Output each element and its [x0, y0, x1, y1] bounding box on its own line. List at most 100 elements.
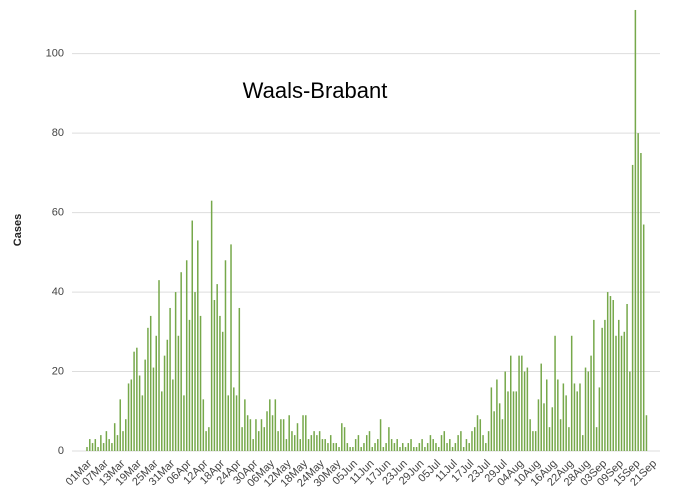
y-tick-label: 40: [52, 286, 64, 298]
bar: [125, 419, 127, 451]
bar: [108, 439, 110, 451]
bar: [86, 447, 88, 451]
bar: [138, 375, 141, 451]
bar: [163, 355, 166, 451]
bar: [396, 439, 398, 451]
bar: [618, 319, 620, 451]
bar: [485, 443, 487, 451]
bar: [221, 331, 224, 451]
bar: [462, 447, 465, 451]
bar: [432, 439, 434, 451]
chart-title: Waals-Brabant: [243, 78, 388, 103]
bar: [230, 244, 232, 451]
bar: [576, 391, 578, 451]
bar: [568, 427, 570, 451]
bar: [410, 439, 412, 451]
bar: [424, 447, 426, 451]
bar: [216, 284, 218, 451]
bar: [102, 443, 105, 451]
bar: [136, 347, 138, 451]
bar: [313, 431, 315, 451]
bar: [593, 319, 595, 451]
bar: [415, 447, 418, 451]
bar: [382, 447, 385, 451]
y-tick-label: 0: [58, 445, 64, 457]
bar: [208, 427, 210, 451]
bar: [357, 435, 360, 451]
bar: [515, 391, 518, 451]
bar: [346, 443, 349, 451]
bar: [623, 331, 626, 451]
bar: [122, 431, 124, 451]
bar: [280, 419, 282, 451]
bar: [194, 292, 196, 451]
bar: [147, 327, 149, 451]
bar: [496, 379, 498, 451]
bar: [526, 367, 529, 451]
bar: [404, 447, 407, 451]
bar: [105, 431, 108, 451]
bar: [629, 371, 631, 451]
bar: [615, 335, 617, 451]
bar: [263, 427, 266, 451]
bar: [277, 431, 279, 451]
bar: [587, 371, 590, 451]
bar: [354, 439, 357, 451]
bar: [637, 133, 639, 451]
bar: [612, 300, 614, 451]
bar: [507, 391, 509, 451]
bar: [565, 395, 567, 451]
bar: [91, 443, 94, 451]
bar: [368, 431, 371, 451]
bar: [360, 447, 362, 451]
bar: [401, 443, 404, 451]
bar: [332, 443, 335, 451]
bar: [343, 427, 346, 451]
bar: [327, 443, 329, 451]
bar: [537, 399, 540, 451]
bar: [202, 399, 205, 451]
bar: [161, 391, 163, 451]
bar: [498, 403, 501, 451]
bar: [377, 439, 379, 451]
bar: [341, 423, 343, 451]
bar: [595, 427, 598, 451]
bar: [213, 300, 216, 451]
bar: [94, 439, 97, 451]
bar: [573, 383, 576, 451]
bar: [476, 415, 479, 451]
bar: [609, 296, 612, 451]
bar: [329, 435, 332, 451]
bar: [493, 411, 495, 451]
bar: [388, 427, 390, 451]
bar: [191, 220, 193, 451]
bar: [407, 443, 410, 451]
bar: [468, 443, 470, 451]
bar: [634, 9, 637, 452]
bar: [293, 435, 296, 451]
bar: [144, 359, 146, 451]
bar: [260, 419, 263, 451]
bar: [271, 415, 274, 451]
bar: [449, 439, 451, 451]
bar: [534, 431, 537, 451]
bar: [241, 427, 243, 451]
bar: [130, 379, 133, 451]
bar: [426, 443, 429, 451]
bar: [529, 419, 531, 451]
bar: [111, 443, 113, 451]
y-tick-label: 60: [52, 207, 64, 219]
bar: [490, 387, 493, 451]
bar: [89, 439, 91, 451]
bar: [521, 355, 523, 451]
bar: [141, 395, 144, 451]
bar: [183, 395, 185, 451]
bar: [543, 403, 545, 451]
bar: [274, 399, 277, 451]
bar: [127, 383, 130, 451]
bar: [205, 431, 207, 451]
bar: [518, 355, 520, 451]
bar: [188, 319, 191, 451]
bar: [116, 435, 119, 451]
bar: [282, 419, 285, 451]
